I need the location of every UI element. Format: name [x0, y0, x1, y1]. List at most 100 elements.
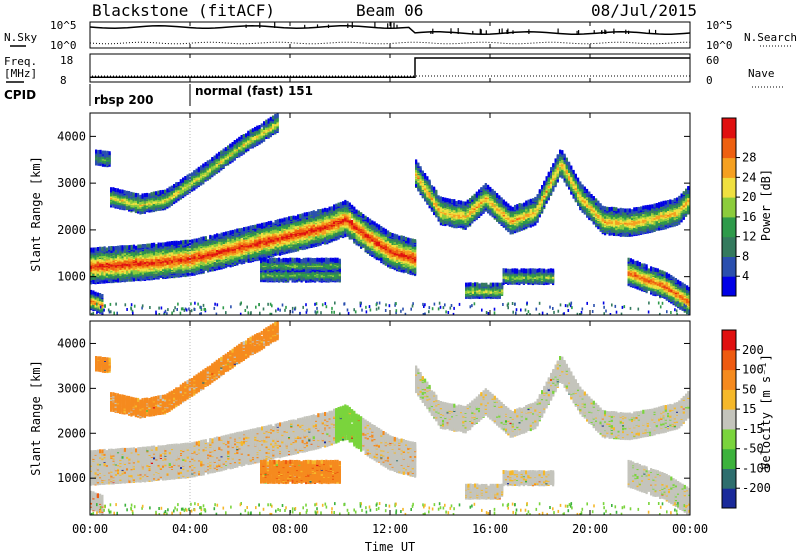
power-cell	[283, 217, 286, 222]
power-cell	[101, 271, 104, 276]
power-cell	[139, 274, 142, 278]
power-cell	[114, 268, 117, 273]
power-cell	[123, 245, 126, 250]
power-cell	[150, 192, 153, 197]
power-cell	[171, 245, 174, 250]
power-cell	[283, 219, 286, 224]
power-cell	[161, 189, 164, 194]
power-cell	[139, 244, 142, 249]
power-cell	[281, 218, 284, 223]
power-cell	[173, 184, 176, 188]
power-cell	[177, 193, 180, 198]
power-cell	[132, 192, 135, 197]
power-cell	[227, 236, 230, 241]
power-cell	[110, 187, 113, 192]
power-cell	[202, 249, 205, 254]
power-cell	[263, 248, 266, 253]
power-cell	[256, 240, 259, 245]
freq-label-line1: Freq.	[4, 55, 37, 68]
power-cell	[315, 234, 318, 239]
freq-tick-top: 18	[60, 54, 73, 67]
power-cell	[312, 236, 315, 241]
power-cell	[144, 244, 147, 248]
power-cell	[180, 240, 183, 245]
power-cell	[353, 209, 356, 214]
power-cell	[389, 248, 392, 253]
power-cell	[290, 215, 293, 220]
power-cell	[207, 239, 210, 244]
power-cell	[261, 222, 264, 227]
power-cell	[206, 160, 209, 165]
power-cell	[371, 240, 374, 245]
power-cell	[216, 258, 219, 262]
power-cell	[213, 261, 216, 266]
power-cell	[405, 257, 408, 262]
power-cell	[135, 265, 138, 270]
power-heatmap	[90, 113, 690, 315]
power-cell	[150, 270, 153, 275]
power-cell	[225, 231, 228, 236]
beam-label: Beam 06	[356, 1, 423, 20]
power-cell	[184, 176, 187, 180]
power-cell	[186, 268, 189, 273]
power-cell	[405, 236, 408, 241]
power-cell	[155, 262, 158, 266]
power-cell	[312, 219, 315, 224]
power-cell	[168, 241, 171, 246]
power-cell	[396, 264, 399, 269]
power-cell	[94, 259, 97, 264]
power-cell	[292, 233, 295, 237]
power-cell	[306, 212, 309, 217]
power-cell	[312, 222, 315, 227]
power-cell	[321, 240, 324, 245]
power-cell	[211, 235, 214, 240]
power-cell	[375, 230, 378, 235]
power-cell	[166, 266, 169, 271]
power-cell	[150, 242, 153, 247]
power-cell	[143, 203, 146, 208]
power-cell	[150, 199, 153, 204]
power-cell	[265, 222, 268, 226]
power-cell	[330, 220, 333, 225]
power-cell	[256, 245, 259, 250]
power-cell	[101, 246, 104, 251]
power-cell	[200, 236, 203, 241]
power-cell	[373, 251, 376, 256]
power-cell	[148, 193, 151, 198]
power-cell	[326, 210, 329, 215]
power-cell	[119, 189, 122, 194]
power-cell	[137, 193, 140, 198]
power-cell	[407, 245, 410, 250]
power-cell	[96, 255, 99, 260]
power-cell	[274, 223, 277, 228]
power-cell	[218, 233, 221, 238]
power-cell	[130, 257, 133, 262]
power-cell	[175, 240, 178, 245]
power-cell	[274, 234, 277, 239]
power-cell	[335, 213, 338, 217]
power-cell	[227, 247, 230, 251]
power-cell	[171, 241, 174, 245]
power-cell	[134, 208, 137, 213]
power-cell	[204, 264, 207, 268]
power-cell	[299, 213, 302, 218]
power-cell	[164, 247, 167, 252]
power-cell	[168, 244, 171, 249]
power-cell	[108, 273, 111, 277]
power-cell	[231, 229, 234, 234]
power-cell	[315, 211, 318, 216]
power-cell	[299, 239, 302, 244]
station-title: Blackstone (fitACF)	[92, 1, 275, 20]
freq-tick-bottom: 8	[60, 74, 67, 87]
power-cell	[353, 232, 356, 236]
power-cell	[324, 207, 327, 212]
power-cell	[135, 245, 138, 250]
power-cell	[344, 233, 347, 238]
power-cell	[180, 268, 183, 273]
power-cell	[252, 225, 255, 229]
power-cell	[330, 206, 333, 211]
power-cell	[274, 220, 277, 224]
power-cell	[121, 263, 124, 268]
power-cell	[247, 254, 250, 259]
